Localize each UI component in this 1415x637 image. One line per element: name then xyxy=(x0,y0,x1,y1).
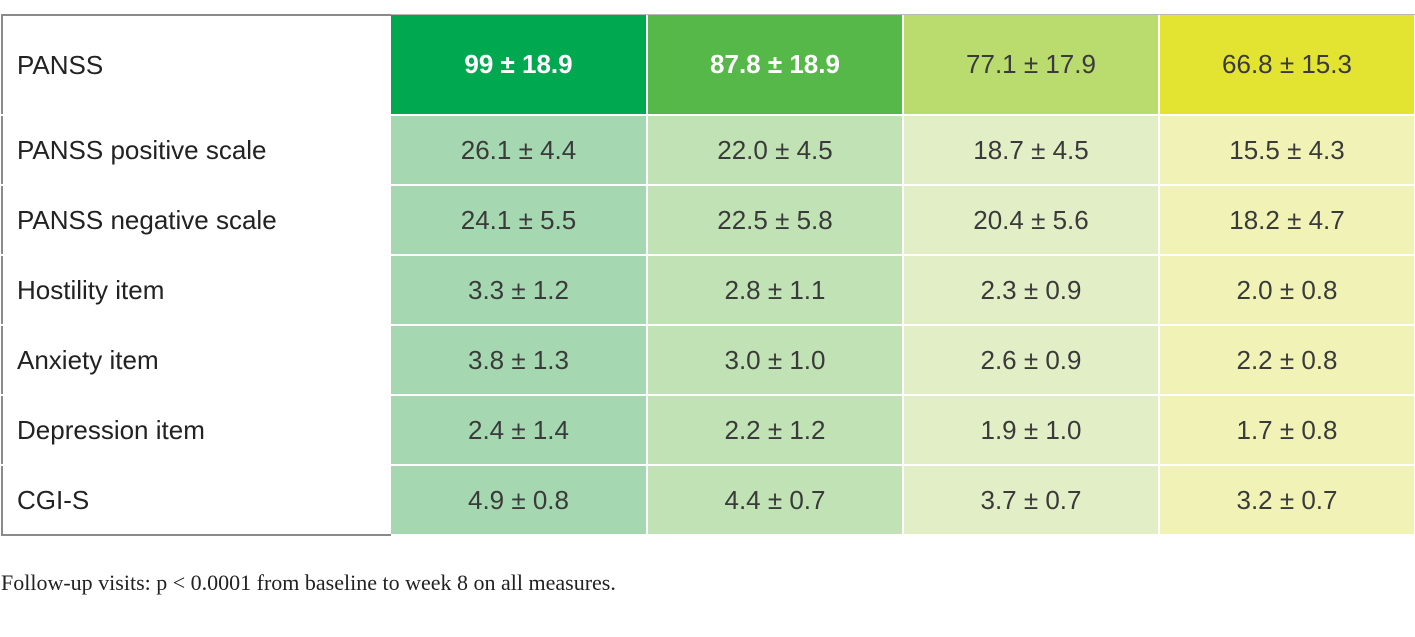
value-cell: 3.2 ± 0.7 xyxy=(1159,465,1415,536)
value-cell: 18.7 ± 4.5 xyxy=(903,115,1160,186)
value-cell: 18.2 ± 4.7 xyxy=(1159,185,1415,256)
header-value-cell: 66.8 ± 15.3 xyxy=(1159,15,1415,116)
value-cell: 24.1 ± 5.5 xyxy=(391,185,648,256)
value-cell: 4.9 ± 0.8 xyxy=(391,465,648,536)
value-cell: 26.1 ± 4.4 xyxy=(391,115,648,186)
table-row: PANSS positive scale 26.1 ± 4.4 22.0 ± 4.5… xyxy=(1,114,1415,186)
value-cell: 3.0 ± 1.0 xyxy=(647,325,904,396)
value-cell: 2.6 ± 0.9 xyxy=(903,325,1160,396)
value-cell: 2.3 ± 0.9 xyxy=(903,255,1160,326)
results-table-container: PANSS 99 ± 18.9 87.8 ± 18.9 77.1 ± 17.9 … xyxy=(1,14,1415,536)
value-cell: 3.8 ± 1.3 xyxy=(391,325,648,396)
row-label-cell: PANSS positive scale xyxy=(1,114,391,186)
table-row: CGI-S 4.9 ± 0.8 4.4 ± 0.7 3.7 ± 0.7 3.2 ± 0.… xyxy=(1,464,1415,536)
row-label-cell: Hostility item xyxy=(1,254,391,326)
table-row: Hostility item 3.3 ± 1.2 2.8 ± 1.1 2.3 ± 0.… xyxy=(1,254,1415,326)
value-cell: 4.4 ± 0.7 xyxy=(647,465,904,536)
value-cell: 20.4 ± 5.6 xyxy=(903,185,1160,256)
value-cell: 2.0 ± 0.8 xyxy=(1159,255,1415,326)
value-cell: 3.7 ± 0.7 xyxy=(903,465,1160,536)
row-label-cell: PANSS negative scale xyxy=(1,184,391,256)
footnote: Follow-up visits: p < 0.0001 from baseli… xyxy=(1,570,616,595)
value-cell: 2.2 ± 1.2 xyxy=(647,395,904,466)
header-label-cell: PANSS xyxy=(1,14,391,116)
header-value-cell: 77.1 ± 17.9 xyxy=(903,15,1160,116)
table-row: Depression item 2.4 ± 1.4 2.2 ± 1.2 1.9 ± 1… xyxy=(1,394,1415,466)
table-row: PANSS negative scale 24.1 ± 5.5 22.5 ± 5.8… xyxy=(1,184,1415,256)
value-cell: 2.2 ± 0.8 xyxy=(1159,325,1415,396)
value-cell: 2.4 ± 1.4 xyxy=(391,395,648,466)
value-cell: 15.5 ± 4.3 xyxy=(1159,115,1415,186)
row-label-cell: Depression item xyxy=(1,394,391,466)
value-cell: 1.7 ± 0.8 xyxy=(1159,395,1415,466)
value-cell: 22.0 ± 4.5 xyxy=(647,115,904,186)
table-row: Anxiety item 3.8 ± 1.3 3.0 ± 1.0 2.6 ± 0.9 2… xyxy=(1,324,1415,396)
header-value-cell: 87.8 ± 18.9 xyxy=(647,15,904,116)
value-cell: 3.3 ± 1.2 xyxy=(391,255,648,326)
results-table-body: PANSS 99 ± 18.9 87.8 ± 18.9 77.1 ± 17.9 … xyxy=(1,14,1415,536)
header-value-cell: 99 ± 18.9 xyxy=(391,15,648,116)
value-cell: 1.9 ± 1.0 xyxy=(903,395,1160,466)
value-cell: 22.5 ± 5.8 xyxy=(647,185,904,256)
results-table: PANSS 99 ± 18.9 87.8 ± 18.9 77.1 ± 17.9 … xyxy=(1,14,1415,536)
table-header-row: PANSS 99 ± 18.9 87.8 ± 18.9 77.1 ± 17.9 … xyxy=(1,14,1415,116)
row-label-cell: Anxiety item xyxy=(1,324,391,396)
row-label-cell: CGI-S xyxy=(1,464,391,536)
value-cell: 2.8 ± 1.1 xyxy=(647,255,904,326)
